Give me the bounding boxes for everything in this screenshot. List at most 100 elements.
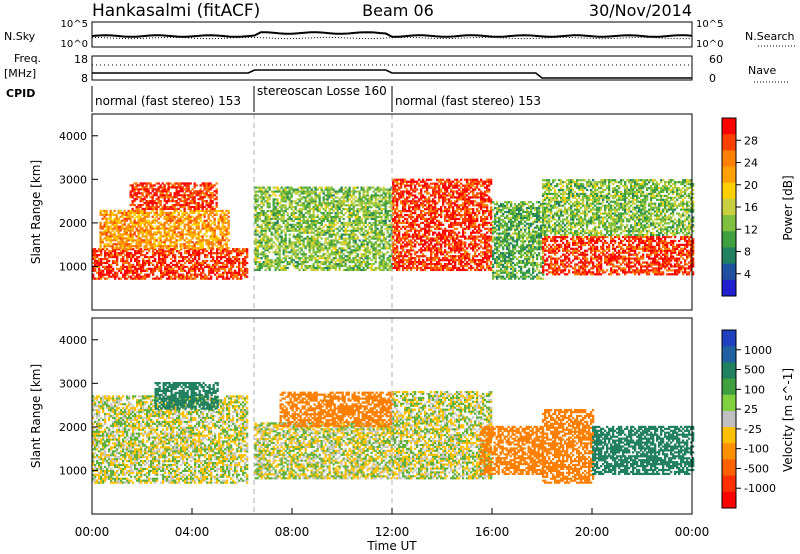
heatmap-cell [148, 259, 151, 263]
heatmap-cell [169, 186, 172, 189]
heatmap-cell [420, 196, 423, 199]
heatmap-cell [300, 225, 303, 228]
heatmap-cell [145, 201, 148, 205]
heatmap-cell [320, 202, 323, 205]
heatmap-cell [396, 268, 399, 272]
heatmap-cell [278, 257, 281, 260]
heatmap-cell [256, 206, 259, 209]
heatmap-cell [352, 261, 355, 264]
heatmap-cell [191, 205, 194, 209]
heatmap-cell [348, 266, 351, 270]
heatmap-cell [414, 212, 417, 215]
heatmap-cell [109, 215, 112, 218]
heatmap-cell [414, 229, 417, 232]
heatmap-cell [264, 217, 267, 221]
heatmap-cell [396, 257, 399, 260]
heatmap-cell [177, 201, 180, 205]
heatmap-cell [392, 184, 395, 187]
cpid-segment-3: normal (fast stereo) 153 [395, 94, 541, 108]
heatmap-cell [312, 262, 315, 266]
heatmap-cell [211, 194, 214, 197]
heatmap-cell [388, 255, 391, 258]
heatmap-cell [117, 229, 120, 232]
heatmap-cell [300, 266, 303, 270]
heatmap-cell [219, 209, 222, 213]
heatmap-cell [370, 200, 373, 203]
heatmap-cell [302, 206, 305, 209]
heatmap-cell [221, 245, 224, 248]
heatmap-cell [390, 245, 393, 248]
heatmap-cell [330, 251, 333, 254]
heatmap-cell [213, 217, 216, 220]
heatmap-cell [290, 247, 293, 250]
heatmap-cell [300, 186, 303, 189]
heatmap-cell [170, 267, 173, 270]
heatmap-cell [378, 208, 381, 211]
heatmap-cell [121, 215, 124, 218]
heatmap-cell [414, 221, 417, 224]
heatmap-cell [328, 241, 331, 244]
heatmap-cell [183, 213, 186, 216]
heatmap-cell [210, 275, 213, 278]
heatmap-cell [364, 233, 367, 236]
heatmap-cell [99, 239, 102, 242]
heatmap-cell [160, 267, 163, 270]
heatmap-cell [302, 204, 305, 207]
heatmap-cell [266, 223, 269, 226]
heatmap-cell [200, 277, 203, 280]
heatmap-cell [420, 255, 423, 258]
heatmap-cell [300, 213, 303, 217]
heatmap-cell [400, 186, 403, 189]
heatmap-cell [207, 213, 210, 216]
heatmap-cell [106, 273, 109, 276]
heatmap-cell [232, 275, 235, 278]
heatmap-cell [410, 259, 413, 262]
heatmap-cell [143, 225, 146, 228]
heatmap-cell [410, 184, 413, 187]
heatmap-cell [404, 200, 407, 203]
heatmap-cell [324, 239, 327, 242]
heatmap-cell [316, 227, 319, 230]
heatmap-cell [145, 227, 148, 230]
heatmap-cell [220, 265, 223, 268]
heatmap-cell [402, 180, 405, 183]
heatmap-cell [416, 208, 419, 211]
heatmap-cell [258, 268, 261, 272]
heatmap-cell [426, 221, 429, 224]
heatmap-cell [426, 212, 429, 215]
heatmap-cell [201, 203, 204, 207]
heatmap-cell [120, 257, 123, 261]
heatmap-cell [282, 204, 285, 207]
heatmap-cell [189, 245, 192, 248]
heatmap-cell [168, 252, 171, 255]
heatmap-cell [414, 184, 417, 187]
heatmap-cell [264, 245, 267, 248]
heatmap-cell [209, 200, 212, 203]
heatmap-cell [228, 257, 231, 261]
heatmap-cell [360, 229, 363, 232]
heatmap-cell [346, 223, 349, 226]
heatmap-cell [432, 247, 435, 250]
heatmap-cell [362, 190, 365, 193]
heatmap-cell [364, 204, 367, 207]
heatmap-cell [324, 233, 327, 236]
heatmap-cell [440, 212, 443, 215]
heatmap-cell [350, 261, 353, 264]
heatmap-cell [201, 198, 204, 201]
heatmap-cell [310, 241, 313, 244]
heatmap-cell [145, 245, 148, 248]
heatmap-cell [288, 229, 291, 232]
heatmap-cell [332, 198, 335, 201]
heatmap-cell [162, 261, 165, 265]
heatmap-cell [160, 269, 163, 272]
heatmap-cell [332, 241, 335, 244]
heatmap-cell [314, 208, 317, 211]
heatmap-cell [432, 210, 435, 213]
heatmap-cell [338, 190, 341, 193]
heatmap-cell [266, 206, 269, 209]
heatmap-cell [207, 241, 210, 244]
heatmap-cell [220, 261, 223, 265]
heatmap-cell [370, 268, 373, 272]
heatmap-cell [344, 233, 347, 236]
heatmap-cell [342, 237, 345, 240]
